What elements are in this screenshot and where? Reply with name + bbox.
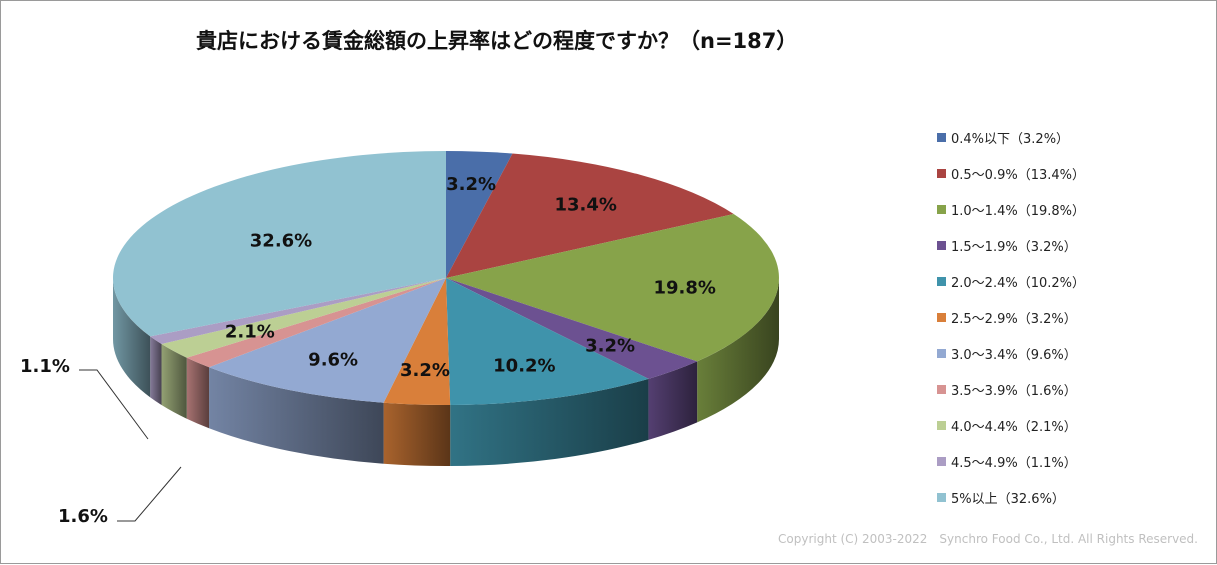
data-label-4: 3.2% xyxy=(585,336,635,357)
legend-item: 0.5～0.9%（13.4%） xyxy=(937,155,1085,191)
slice-9-side xyxy=(161,344,187,419)
legend-label: 4.5～4.9%（1.1%） xyxy=(951,455,1077,471)
legend-item: 4.5～4.9%（1.1%） xyxy=(937,443,1085,479)
legend-label: 1.5～1.9%（3.2%） xyxy=(951,239,1077,255)
copyright-text: Copyright (C) 2003-2022 Synchro Food Co.… xyxy=(778,532,1198,546)
legend-item: 1.5～1.9%（3.2%） xyxy=(937,227,1085,263)
data-label-7: 9.6% xyxy=(308,350,358,371)
slice-8-top xyxy=(186,278,447,368)
legend: 0.4%以下（3.2%） 0.5～0.9%（13.4%） 1.0～1.4%（19.8… xyxy=(937,119,1085,515)
legend-swatch xyxy=(937,492,946,502)
legend-label: 0.5～0.9%（13.4%） xyxy=(951,167,1085,183)
slice-8-side xyxy=(186,357,210,429)
data-label-11: 32.6% xyxy=(250,231,312,252)
legend-swatch xyxy=(937,204,946,214)
legend-swatch xyxy=(937,240,946,250)
legend-item: 5%以上（32.6%） xyxy=(937,479,1085,515)
slice-2-top xyxy=(446,153,734,278)
slice-6-top xyxy=(383,278,451,405)
legend-label: 2.5～2.9%（3.2%） xyxy=(951,311,1077,327)
slice-5-top xyxy=(446,278,649,405)
legend-swatch xyxy=(937,456,946,466)
legend-item: 3.5～3.9%（1.6%） xyxy=(937,371,1085,407)
slice-10-side xyxy=(150,336,162,406)
legend-swatch xyxy=(937,348,946,358)
data-label-9: 2.1% xyxy=(225,322,275,343)
legend-item: 2.5～2.9%（3.2%） xyxy=(937,299,1085,335)
legend-swatch xyxy=(937,168,946,178)
slice-4-side xyxy=(648,361,698,440)
legend-label: 5%以上（32.6%） xyxy=(951,491,1065,507)
data-label-2: 13.4% xyxy=(554,195,616,216)
legend-label: 3.0～3.4%（9.6%） xyxy=(951,347,1077,363)
slice-3-top xyxy=(446,214,779,362)
legend-item: 0.4%以下（3.2%） xyxy=(937,119,1085,155)
data-label-5: 10.2% xyxy=(493,355,555,376)
legend-item: 1.0～1.4%（19.8%） xyxy=(937,191,1085,227)
slice-4-top xyxy=(446,278,698,379)
slice-5-side xyxy=(450,378,649,466)
data-label-10: 1.1% xyxy=(20,356,70,377)
legend-swatch xyxy=(937,420,946,430)
legend-label: 0.4%以下（3.2%） xyxy=(951,131,1070,147)
legend-item: 4.0～4.4%（2.1%） xyxy=(937,407,1085,443)
leader-line-8 xyxy=(117,466,182,522)
slice-11-side xyxy=(113,278,151,398)
slice-10-top xyxy=(150,278,447,345)
leader-line-10 xyxy=(79,369,149,440)
legend-label: 4.0～4.4%（2.1%） xyxy=(951,419,1077,435)
legend-swatch xyxy=(937,132,946,142)
slice-11-top xyxy=(113,151,446,337)
legend-swatch xyxy=(937,276,946,286)
legend-swatch xyxy=(937,384,946,394)
slice-1-top xyxy=(446,151,513,278)
chart-title: 貴店における賃金総額の上昇率はどの程度ですか？（n=187） xyxy=(196,29,798,53)
slice-7-side xyxy=(209,367,384,464)
slice-6-side xyxy=(383,402,451,466)
legend-swatch xyxy=(937,312,946,322)
legend-label: 2.0～2.4%（10.2%） xyxy=(951,275,1085,291)
legend-item: 3.0～3.4%（9.6%） xyxy=(937,335,1085,371)
legend-item: 2.0～2.4%（10.2%） xyxy=(937,263,1085,299)
slice-9-top xyxy=(161,278,446,358)
data-label-8: 1.6% xyxy=(58,506,108,527)
legend-label: 3.5～3.9%（1.6%） xyxy=(951,383,1077,399)
data-label-3: 19.8% xyxy=(653,278,715,299)
legend-label: 1.0～1.4%（19.8%） xyxy=(951,203,1085,219)
slice-3-side xyxy=(697,278,779,423)
data-label-6: 3.2% xyxy=(400,360,450,381)
data-label-1: 3.2% xyxy=(446,174,496,195)
slice-7-top xyxy=(209,278,446,403)
